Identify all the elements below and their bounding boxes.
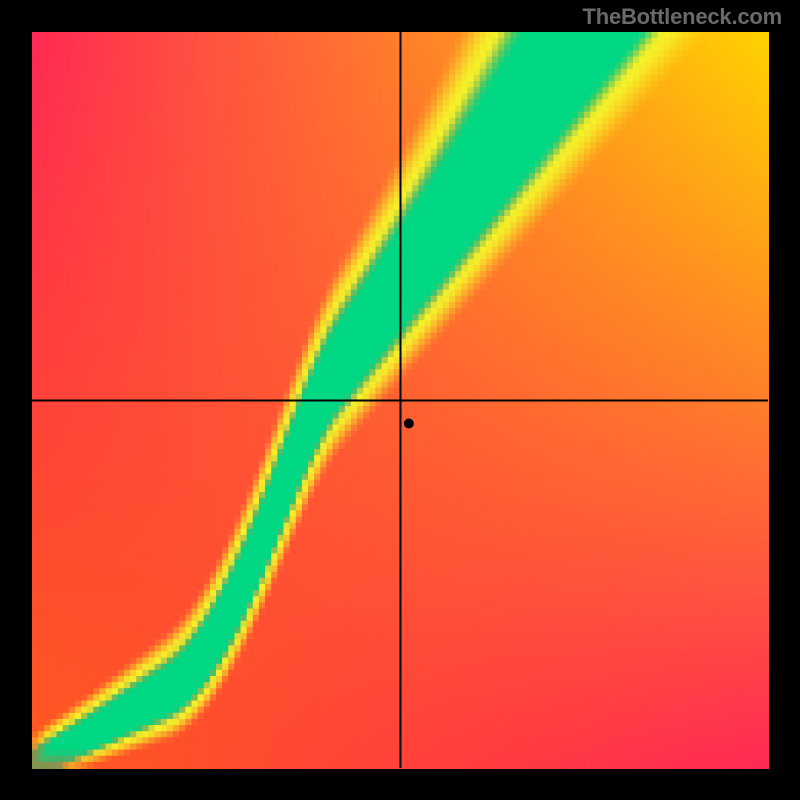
heatmap-canvas <box>0 0 800 800</box>
watermark: TheBottleneck.com <box>582 4 782 30</box>
chart-container: TheBottleneck.com <box>0 0 800 800</box>
